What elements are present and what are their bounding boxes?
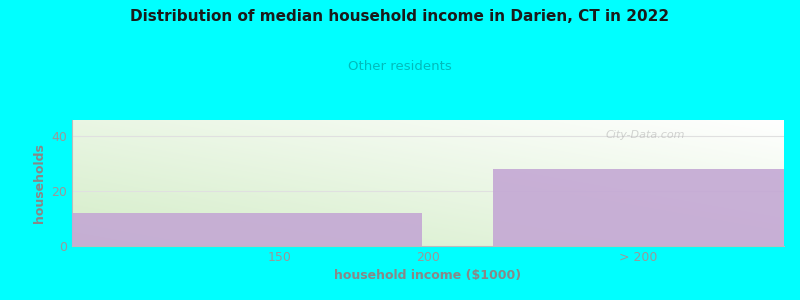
Text: Distribution of median household income in Darien, CT in 2022: Distribution of median household income …: [130, 9, 670, 24]
Bar: [72, 213, 422, 246]
Bar: [494, 169, 784, 246]
Y-axis label: households: households: [33, 143, 46, 223]
Text: City-Data.com: City-Data.com: [606, 130, 686, 140]
Text: Other residents: Other residents: [348, 60, 452, 73]
X-axis label: household income ($1000): household income ($1000): [334, 269, 522, 282]
